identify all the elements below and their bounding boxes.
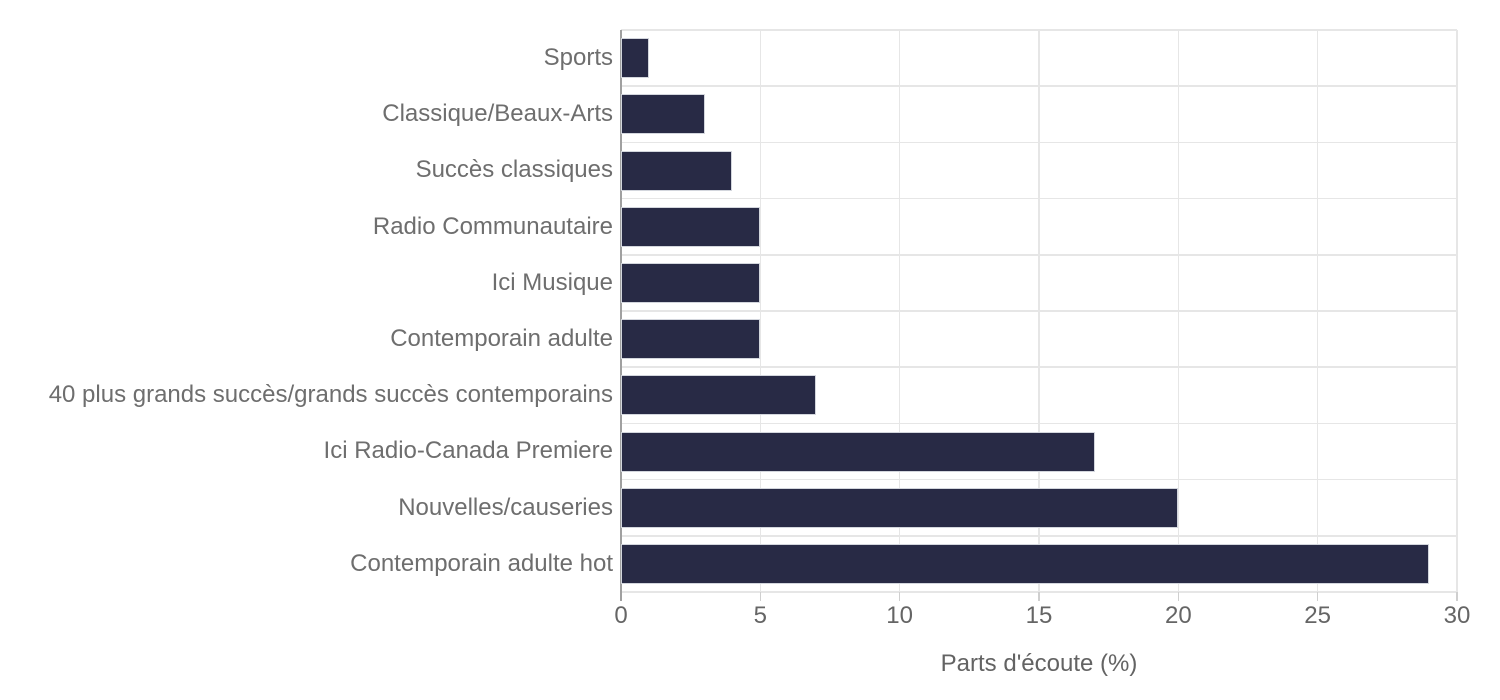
- x-tick-mark: [1456, 592, 1458, 601]
- bar: [621, 262, 761, 303]
- bar: [621, 319, 761, 360]
- bar: [621, 487, 1179, 528]
- x-axis-title: Parts d'écoute (%): [940, 650, 1138, 677]
- gridline-horizontal: [621, 422, 1457, 425]
- gridline-horizontal: [621, 141, 1457, 144]
- category-label: 40 plus grands succès/grands succès cont…: [48, 381, 613, 409]
- gridline-horizontal: [621, 366, 1457, 368]
- x-tick-mark: [898, 592, 901, 601]
- x-tick-label: 10: [886, 602, 914, 629]
- x-axis-tick-labels: 0 5 10 15 20 25 30: [0, 602, 1500, 632]
- category-label: Radio Communautaire: [372, 212, 613, 240]
- x-tick-label: 0: [614, 602, 628, 629]
- bar: [621, 150, 733, 191]
- category-label: Contemporain adulte: [390, 325, 613, 353]
- category-label: Sports: [543, 44, 613, 72]
- y-axis-labels: Sports Classique/Beaux-Arts Succès classiq…: [0, 30, 613, 592]
- bar: [621, 94, 705, 135]
- x-tick-label: 20: [1164, 602, 1192, 629]
- gridline-horizontal: [621, 535, 1457, 537]
- x-tick-mark: [1038, 592, 1040, 601]
- gridline-horizontal: [621, 29, 1457, 31]
- bar: [621, 38, 649, 79]
- gridline-horizontal: [621, 197, 1457, 200]
- gridline-vertical: [1456, 30, 1458, 592]
- category-label: Succès classiques: [415, 156, 613, 184]
- x-tick-label: 5: [753, 602, 768, 629]
- gridline-horizontal: [621, 85, 1457, 87]
- bar: [621, 206, 761, 247]
- category-label: Nouvelles/causeries: [398, 493, 613, 521]
- plot-area: [620, 29, 1458, 601]
- category-label: Contemporain adulte hot: [350, 549, 613, 577]
- gridline-vertical: [1316, 30, 1319, 592]
- gridline-horizontal: [621, 478, 1457, 481]
- x-tick-label: 15: [1025, 602, 1053, 629]
- category-label: Ici Musique: [491, 268, 613, 296]
- bar: [621, 375, 817, 416]
- x-tick-mark: [1177, 592, 1180, 601]
- category-label: Classique/Beaux-Arts: [382, 100, 613, 128]
- x-tick-mark: [759, 592, 762, 601]
- category-label: Ici Radio-Canada Premiere: [323, 437, 613, 465]
- x-tick-label: 30: [1443, 602, 1471, 629]
- bar: [621, 543, 1430, 584]
- x-tick-label: 25: [1304, 602, 1332, 629]
- gridline-horizontal: [621, 254, 1457, 256]
- x-tick-mark: [1316, 592, 1319, 601]
- bar: [621, 431, 1095, 472]
- zero-line: [620, 30, 622, 601]
- gridline-horizontal: [621, 310, 1457, 312]
